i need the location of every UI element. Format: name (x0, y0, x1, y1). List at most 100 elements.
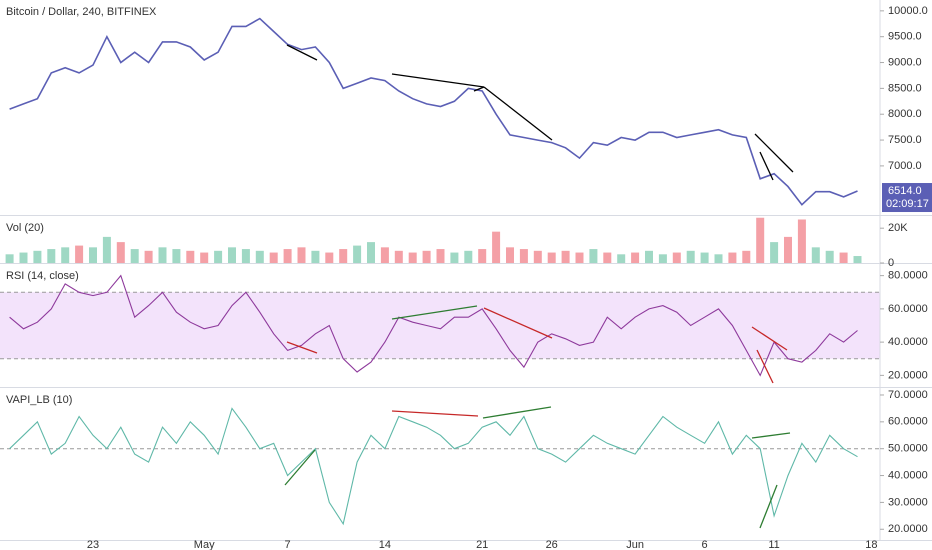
y-tick-label: 60.0000 (888, 303, 928, 315)
volume-bar (394, 250, 403, 263)
y-tick-label: 7500.0 (888, 134, 922, 146)
volume-bar (756, 217, 765, 263)
trendline (286, 44, 318, 61)
volume-bar (784, 236, 792, 263)
volume-bar (686, 250, 695, 263)
volume-bar (533, 250, 542, 263)
trendline (482, 406, 552, 419)
y-tick-label: 9000.0 (888, 56, 922, 68)
trendline (473, 86, 485, 92)
y-tick-label: 30.0000 (888, 496, 928, 508)
volume-bar (158, 247, 167, 263)
volume-bar (380, 247, 389, 263)
volume-bar (311, 250, 320, 263)
volume-bar (325, 252, 334, 263)
trendline (751, 326, 788, 351)
y-tick-label: 8000.0 (888, 108, 922, 120)
volume-bar (297, 247, 306, 263)
trendline (759, 151, 774, 181)
volume-bar (797, 219, 806, 263)
volume-bar (589, 249, 598, 263)
x-tick-label: 14 (379, 539, 391, 550)
x-tick-label: 7 (285, 539, 291, 550)
volume-bar (33, 250, 42, 263)
marks (5, 17, 862, 526)
volume-bar (464, 250, 473, 263)
y-tick-label: 20.0000 (888, 523, 928, 535)
volume-bar (811, 247, 820, 263)
y-tick-label: 60.0000 (888, 416, 928, 428)
volume-bar (144, 250, 153, 263)
volume-bar (478, 249, 487, 263)
volume-bar (283, 249, 292, 263)
volume-bar (339, 249, 348, 263)
trendline (759, 484, 778, 529)
volume-bar (75, 245, 84, 263)
pane-title: Bitcoin / Dollar, 240, BITFINEX (6, 6, 157, 18)
x-tick-label: Jun (626, 539, 644, 550)
volume-bar (506, 247, 514, 263)
y-tick-label: 10000.0 (888, 5, 928, 17)
volume-bar (408, 252, 417, 263)
trendline (754, 133, 794, 173)
trendline (391, 305, 478, 320)
pane-title: RSI (14, close) (6, 270, 79, 282)
volume-bar (617, 254, 626, 263)
volume-bar (436, 249, 445, 263)
volume-bar (89, 247, 97, 263)
volume-bar (519, 249, 528, 263)
volume-bar (700, 252, 709, 263)
volume-bar (5, 254, 14, 263)
volume-bar (853, 256, 862, 263)
volume-bar (228, 247, 236, 263)
y-tick-label: 20K (888, 222, 908, 234)
y-tick-label: 7000.0 (888, 160, 922, 172)
labels: 23 May 7 14 21 26 Jun 6 11 18 Bitcoin / Dollar, 24… (6, 5, 932, 550)
price-tag: 6514.0 (888, 185, 922, 197)
y-tick-label: 40.0000 (888, 336, 928, 348)
x-tick-label: May (194, 539, 215, 550)
price-tag-bg (882, 183, 932, 213)
volume-bar (102, 236, 111, 263)
volume-bar (631, 252, 640, 263)
volume-bar (172, 249, 181, 263)
series-line (9, 274, 858, 377)
volume-bar (353, 245, 362, 263)
y-tick-label: 0 (888, 257, 894, 269)
trendline (286, 341, 318, 354)
volume-bar (770, 242, 779, 263)
trendline (756, 349, 774, 384)
underlay (0, 291, 880, 450)
pane-title: Vol (20) (6, 222, 44, 234)
volume-bar (367, 242, 375, 263)
volume-bar (47, 249, 56, 263)
y-tick-label: 40.0000 (888, 469, 928, 481)
volume-bar (241, 249, 250, 263)
trendlines (284, 44, 794, 529)
x-tick-label: 11 (768, 539, 779, 550)
x-tick-label: 21 (476, 539, 488, 550)
y-tick-label: 8500.0 (888, 82, 922, 94)
volume-bar (255, 250, 264, 263)
series-line (9, 17, 858, 206)
volume-bar (603, 252, 612, 263)
rsi-band (0, 292, 880, 359)
x-tick-label: 18 (865, 539, 877, 550)
trendline (391, 410, 479, 417)
volume-bar (116, 242, 125, 263)
x-tick-label: 23 (87, 539, 99, 550)
volume-bar (214, 250, 223, 263)
volume-bar (200, 252, 209, 263)
y-tick-label: 20.0000 (888, 369, 928, 381)
volume-bar (130, 249, 139, 263)
x-tick-label: 26 (546, 539, 558, 550)
volume-bar (422, 250, 431, 263)
trendline (483, 86, 553, 141)
volume-bar (269, 252, 278, 263)
volume-bar (645, 250, 653, 263)
pane-title: VAPI_LB (10) (6, 394, 72, 406)
volume-bar (575, 252, 584, 263)
